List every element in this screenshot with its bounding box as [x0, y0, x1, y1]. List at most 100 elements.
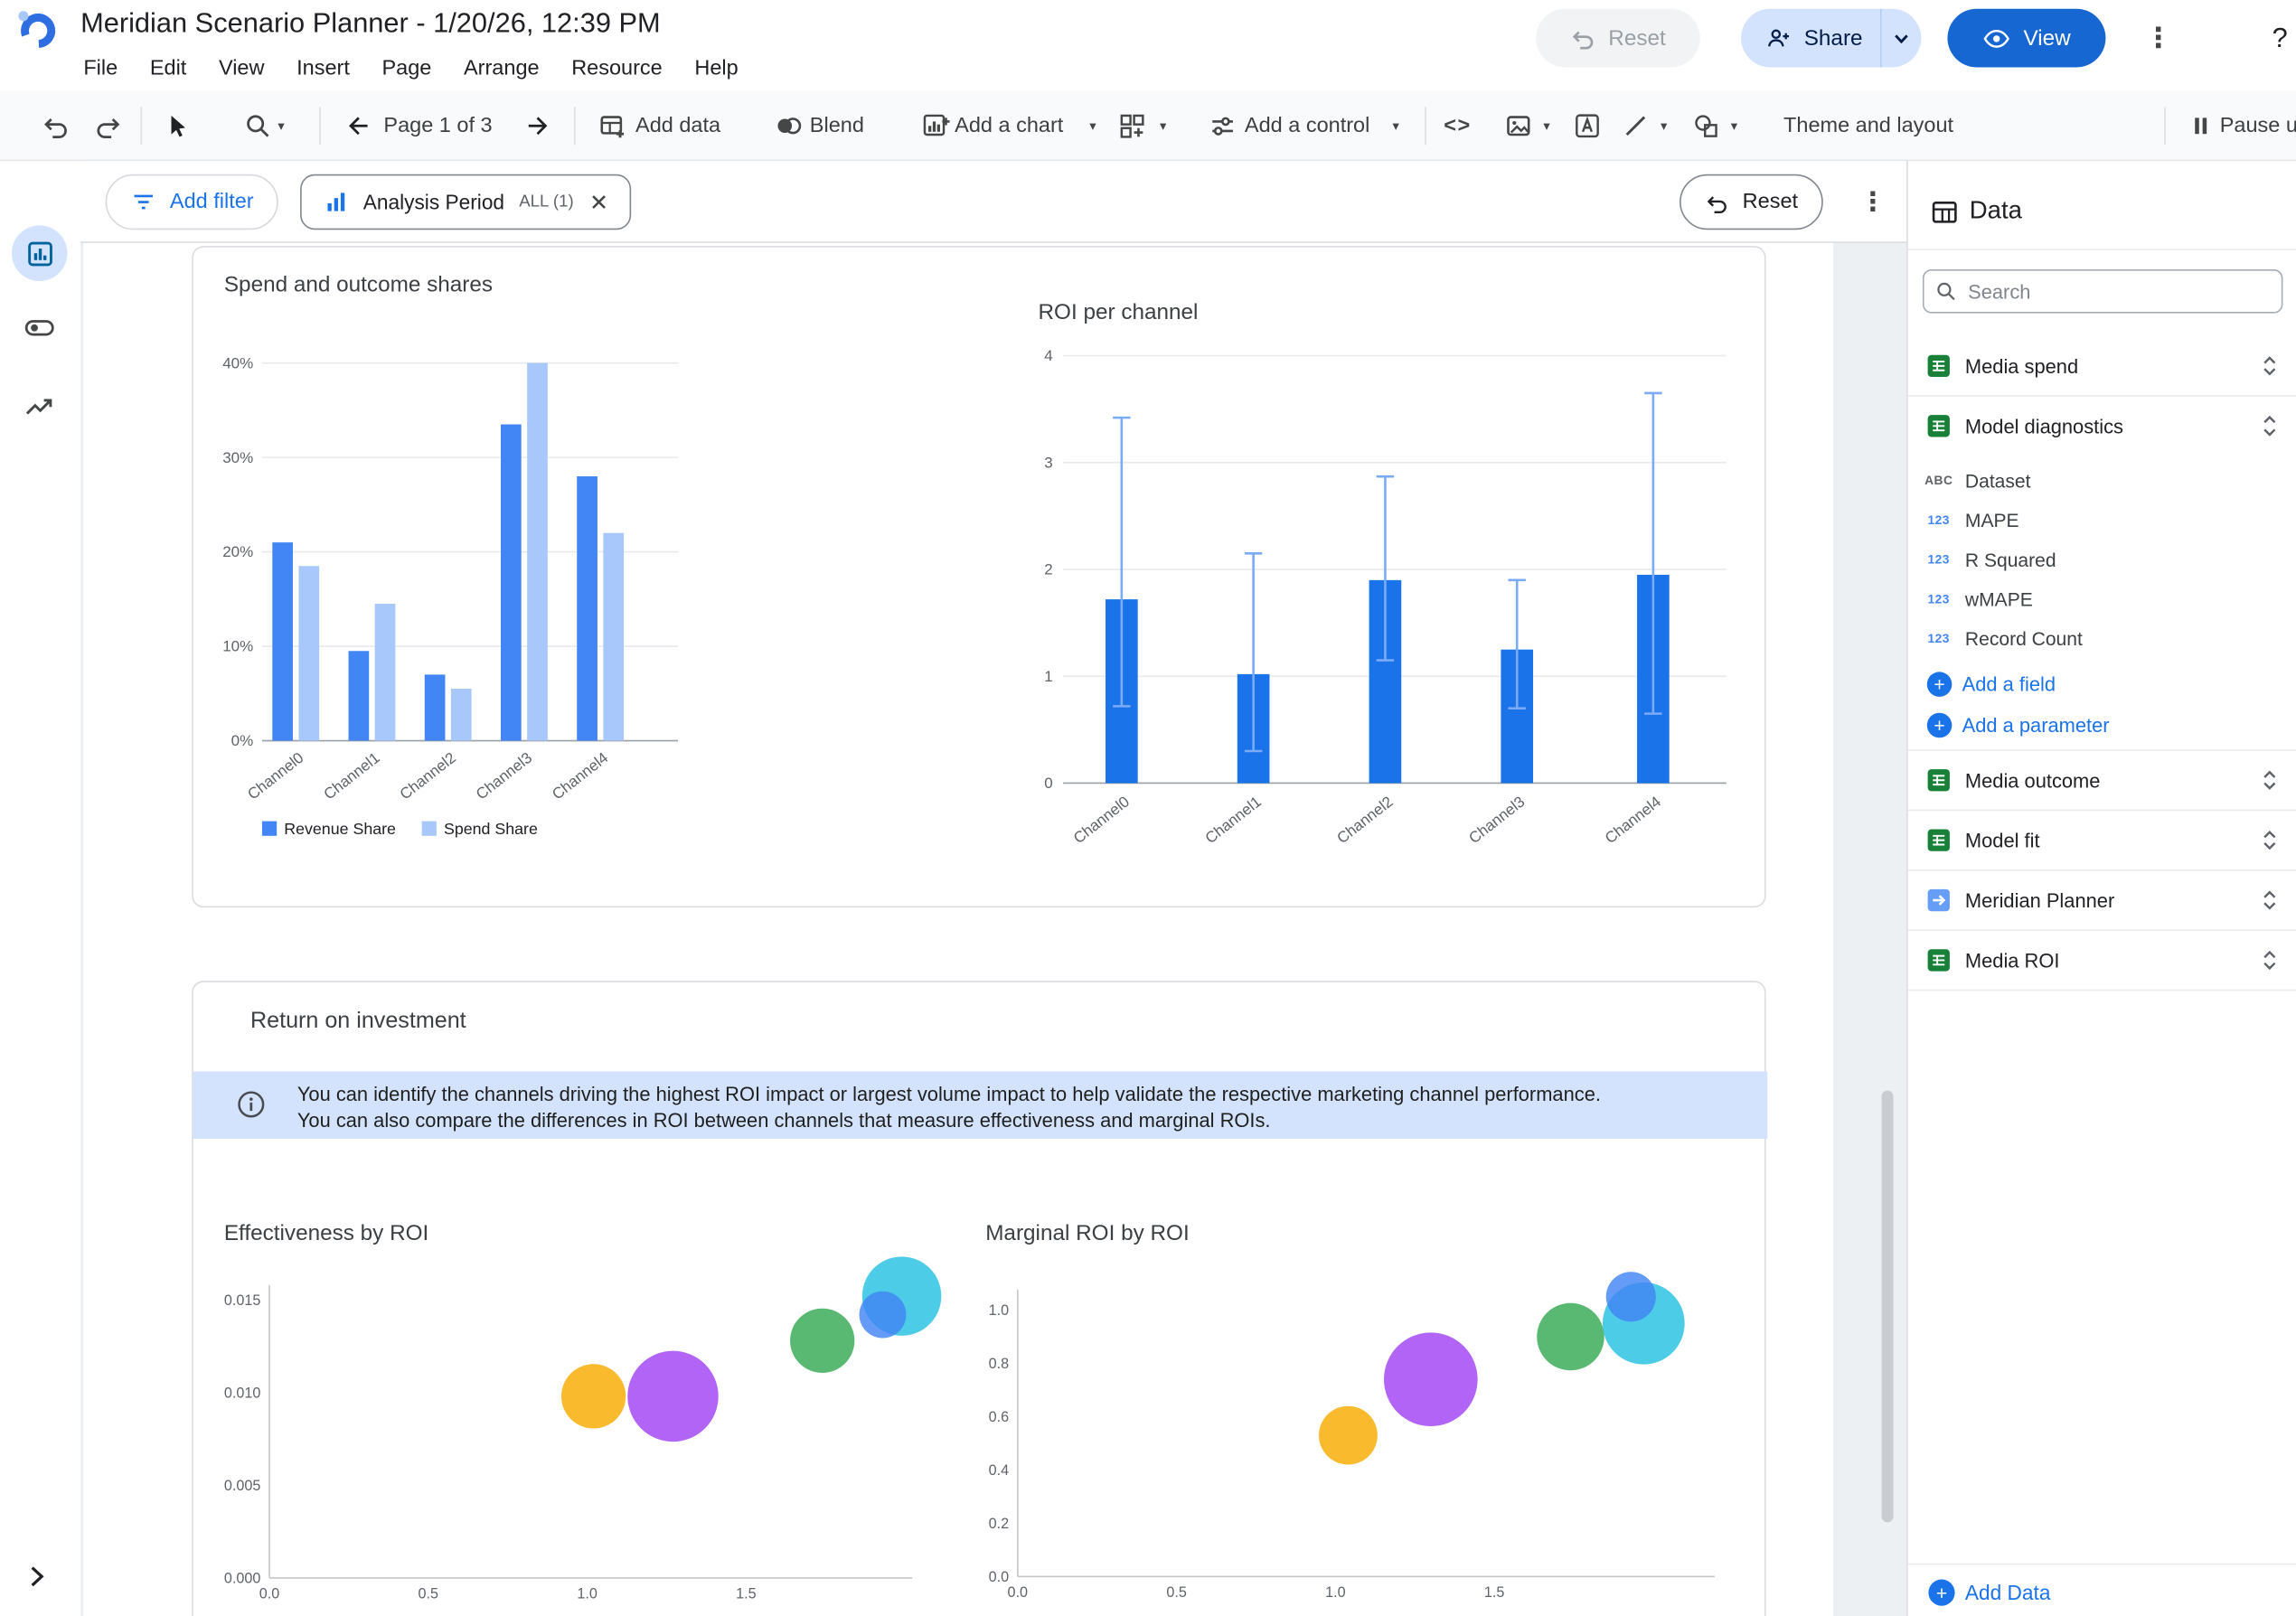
menu-page[interactable]: Page [381, 57, 432, 81]
source-model-diagnostics[interactable]: Model diagnostics [1908, 397, 2296, 456]
menu-view[interactable]: View [218, 57, 265, 81]
unfold-more-icon[interactable] [2256, 871, 2282, 930]
chevron-down-icon[interactable]: ▾ [1660, 117, 1668, 133]
svg-text:10%: 10% [222, 638, 253, 655]
rail-expand-button[interactable] [14, 1555, 59, 1599]
blend-button[interactable]: Blend [809, 114, 864, 138]
field-r-squared[interactable]: 123 R Squared [1908, 540, 2296, 578]
next-page-button[interactable] [518, 90, 559, 161]
add-control-button[interactable]: Add a control [1244, 114, 1370, 138]
header-more-options-button[interactable]: ⋮ [2126, 9, 2190, 68]
search-icon [1933, 278, 1959, 305]
field-label: R Squared [1964, 548, 2056, 570]
report-title[interactable]: Meridian Scenario Planner - 1/20/26, 12:… [80, 8, 661, 40]
chevron-down-icon[interactable]: ▾ [1089, 117, 1096, 133]
zoom-tool-button[interactable]: ▾ [231, 90, 296, 161]
field-record-count[interactable]: 123 Record Count [1908, 619, 2296, 657]
menu-insert[interactable]: Insert [296, 57, 350, 81]
source-media-outcome[interactable]: Media outcome [1908, 751, 2296, 810]
menu-file[interactable]: File [83, 57, 118, 81]
text-field-type-icon: ABC [1924, 473, 1953, 488]
canvas-reset-button[interactable]: Reset [1680, 174, 1823, 230]
source-meridian-planner[interactable]: Meridian Planner [1908, 871, 2296, 930]
roi-per-channel-chart[interactable]: 0 1 2 3 4 Channel0 Channel1 Channel2 Channel3 Cha… [1027, 331, 1759, 875]
add-filter-button[interactable]: Add filter [105, 174, 279, 230]
filter-bar: Add filter Analysis Period ALL (1) Reset [80, 161, 1907, 243]
unfold-more-icon[interactable] [2256, 751, 2282, 810]
menu-edit[interactable]: Edit [149, 57, 187, 81]
text-tool-button[interactable] [1567, 90, 1607, 161]
source-model-fit[interactable]: Model fit [1908, 811, 2296, 869]
previous-page-button[interactable] [337, 90, 378, 161]
add-data-button[interactable]: Add data [635, 114, 721, 138]
data-panel-title: Data [1969, 196, 2022, 224]
effectiveness-bubble-chart[interactable]: 0.000 0.005 0.010 0.015 0.0 0.5 1.0 1.5 [206, 1253, 953, 1616]
add-data-button[interactable]: + Add Data [1908, 1569, 2296, 1616]
analysis-period-chip[interactable]: Analysis Period ALL (1) [300, 174, 631, 230]
line-tool-button[interactable] [1616, 90, 1654, 161]
svg-text:Channel3: Channel3 [473, 749, 535, 803]
theme-layout-button[interactable]: Theme and layout [1783, 114, 1954, 138]
source-media-spend[interactable]: Media spend [1908, 337, 2296, 396]
return-on-investment-card[interactable]: Return on investment You can identify th… [192, 981, 1768, 1616]
chevron-down-icon[interactable]: ▾ [1730, 117, 1738, 133]
svg-text:Channel1: Channel1 [321, 749, 383, 803]
looker-studio-logo[interactable] [14, 5, 59, 50]
kebab-icon: ⋮ [2144, 23, 2173, 54]
rail-trend-tab[interactable] [19, 387, 60, 427]
menu-help[interactable]: Help [694, 57, 739, 81]
chip-close-icon[interactable] [588, 192, 609, 212]
community-viz-button[interactable] [1113, 90, 1151, 161]
add-field-button[interactable]: + Add a field [1908, 664, 2296, 702]
chart-title-effectiveness: Effectiveness by ROI [223, 1220, 429, 1246]
chevron-down-icon: ▾ [278, 117, 285, 133]
image-tool-button[interactable] [1500, 90, 1538, 161]
redo-button[interactable] [88, 90, 128, 161]
add-chart-button[interactable]: Add a chart [955, 114, 1064, 138]
share-dropdown-arrow[interactable] [1880, 8, 1921, 68]
menu-arrange[interactable]: Arrange [464, 57, 540, 81]
unfold-less-icon[interactable] [2256, 397, 2282, 456]
embed-code-button[interactable]: <> [1444, 114, 1472, 138]
page-indicator[interactable]: Page 1 of 3 [383, 114, 493, 138]
field-mape[interactable]: 123 MAPE [1908, 501, 2296, 539]
unfold-more-icon[interactable] [2256, 337, 2282, 396]
pause-updates-icon [2185, 90, 2217, 161]
filter-bar-more-button[interactable]: ⋮ [1845, 174, 1901, 230]
view-button[interactable]: View [1947, 8, 2106, 68]
svg-text:0.015: 0.015 [224, 1292, 261, 1309]
header-reset-button[interactable]: Reset [1536, 8, 1700, 68]
search-input[interactable] [1922, 269, 2283, 314]
unfold-more-icon[interactable] [2256, 931, 2282, 990]
source-media-roi[interactable]: Media ROI [1908, 931, 2296, 990]
help-button[interactable]: ? [2255, 14, 2296, 64]
number-field-type-icon: 123 [1927, 591, 1950, 606]
field-dataset[interactable]: ABC Dataset [1908, 461, 2296, 499]
chevron-down-icon[interactable]: ▾ [1392, 117, 1399, 133]
select-tool-button[interactable] [155, 90, 200, 161]
svg-text:0.005: 0.005 [224, 1478, 261, 1494]
svg-text:20%: 20% [222, 543, 253, 560]
svg-text:0.000: 0.000 [224, 1571, 261, 1587]
chevron-down-icon[interactable]: ▾ [1159, 117, 1167, 133]
rail-report-tab-selected[interactable] [11, 225, 68, 281]
menu-resource[interactable]: Resource [571, 57, 663, 81]
rail-controls-tab[interactable] [19, 307, 60, 348]
marginal-roi-bubble-chart[interactable]: 0.0 0.2 0.4 0.6 0.8 1.0 0.0 0.5 1.0 1.5 [954, 1253, 1774, 1616]
pause-updates-button[interactable]: Pause u [2219, 114, 2296, 138]
field-wmape[interactable]: 123 wMAPE [1908, 579, 2296, 617]
undo-button[interactable] [35, 90, 76, 161]
shape-tool-button[interactable] [1687, 90, 1725, 161]
chevron-down-icon[interactable]: ▾ [1543, 117, 1550, 133]
report-canvas: Add filter Analysis Period ALL (1) Reset [80, 161, 1907, 1616]
canvas-scrollbar[interactable] [1881, 1090, 1894, 1523]
add-parameter-button[interactable]: + Add a parameter [1908, 706, 2296, 744]
share-button[interactable]: Share [1741, 8, 1922, 68]
spend-roi-card[interactable]: Spend and outcome shares 0% 10% 20% 30% 40% C… [192, 246, 1766, 908]
svg-text:0.0: 0.0 [259, 1586, 280, 1602]
info-icon [236, 1089, 267, 1120]
spend-outcome-chart[interactable]: 0% 10% 20% 30% 40% Channel0 Channel1 Channel2 Ch… [206, 338, 704, 850]
unfold-more-icon[interactable] [2256, 811, 2282, 869]
report-page[interactable]: Spend and outcome shares 0% 10% 20% 30% 40% C… [83, 242, 1834, 1616]
